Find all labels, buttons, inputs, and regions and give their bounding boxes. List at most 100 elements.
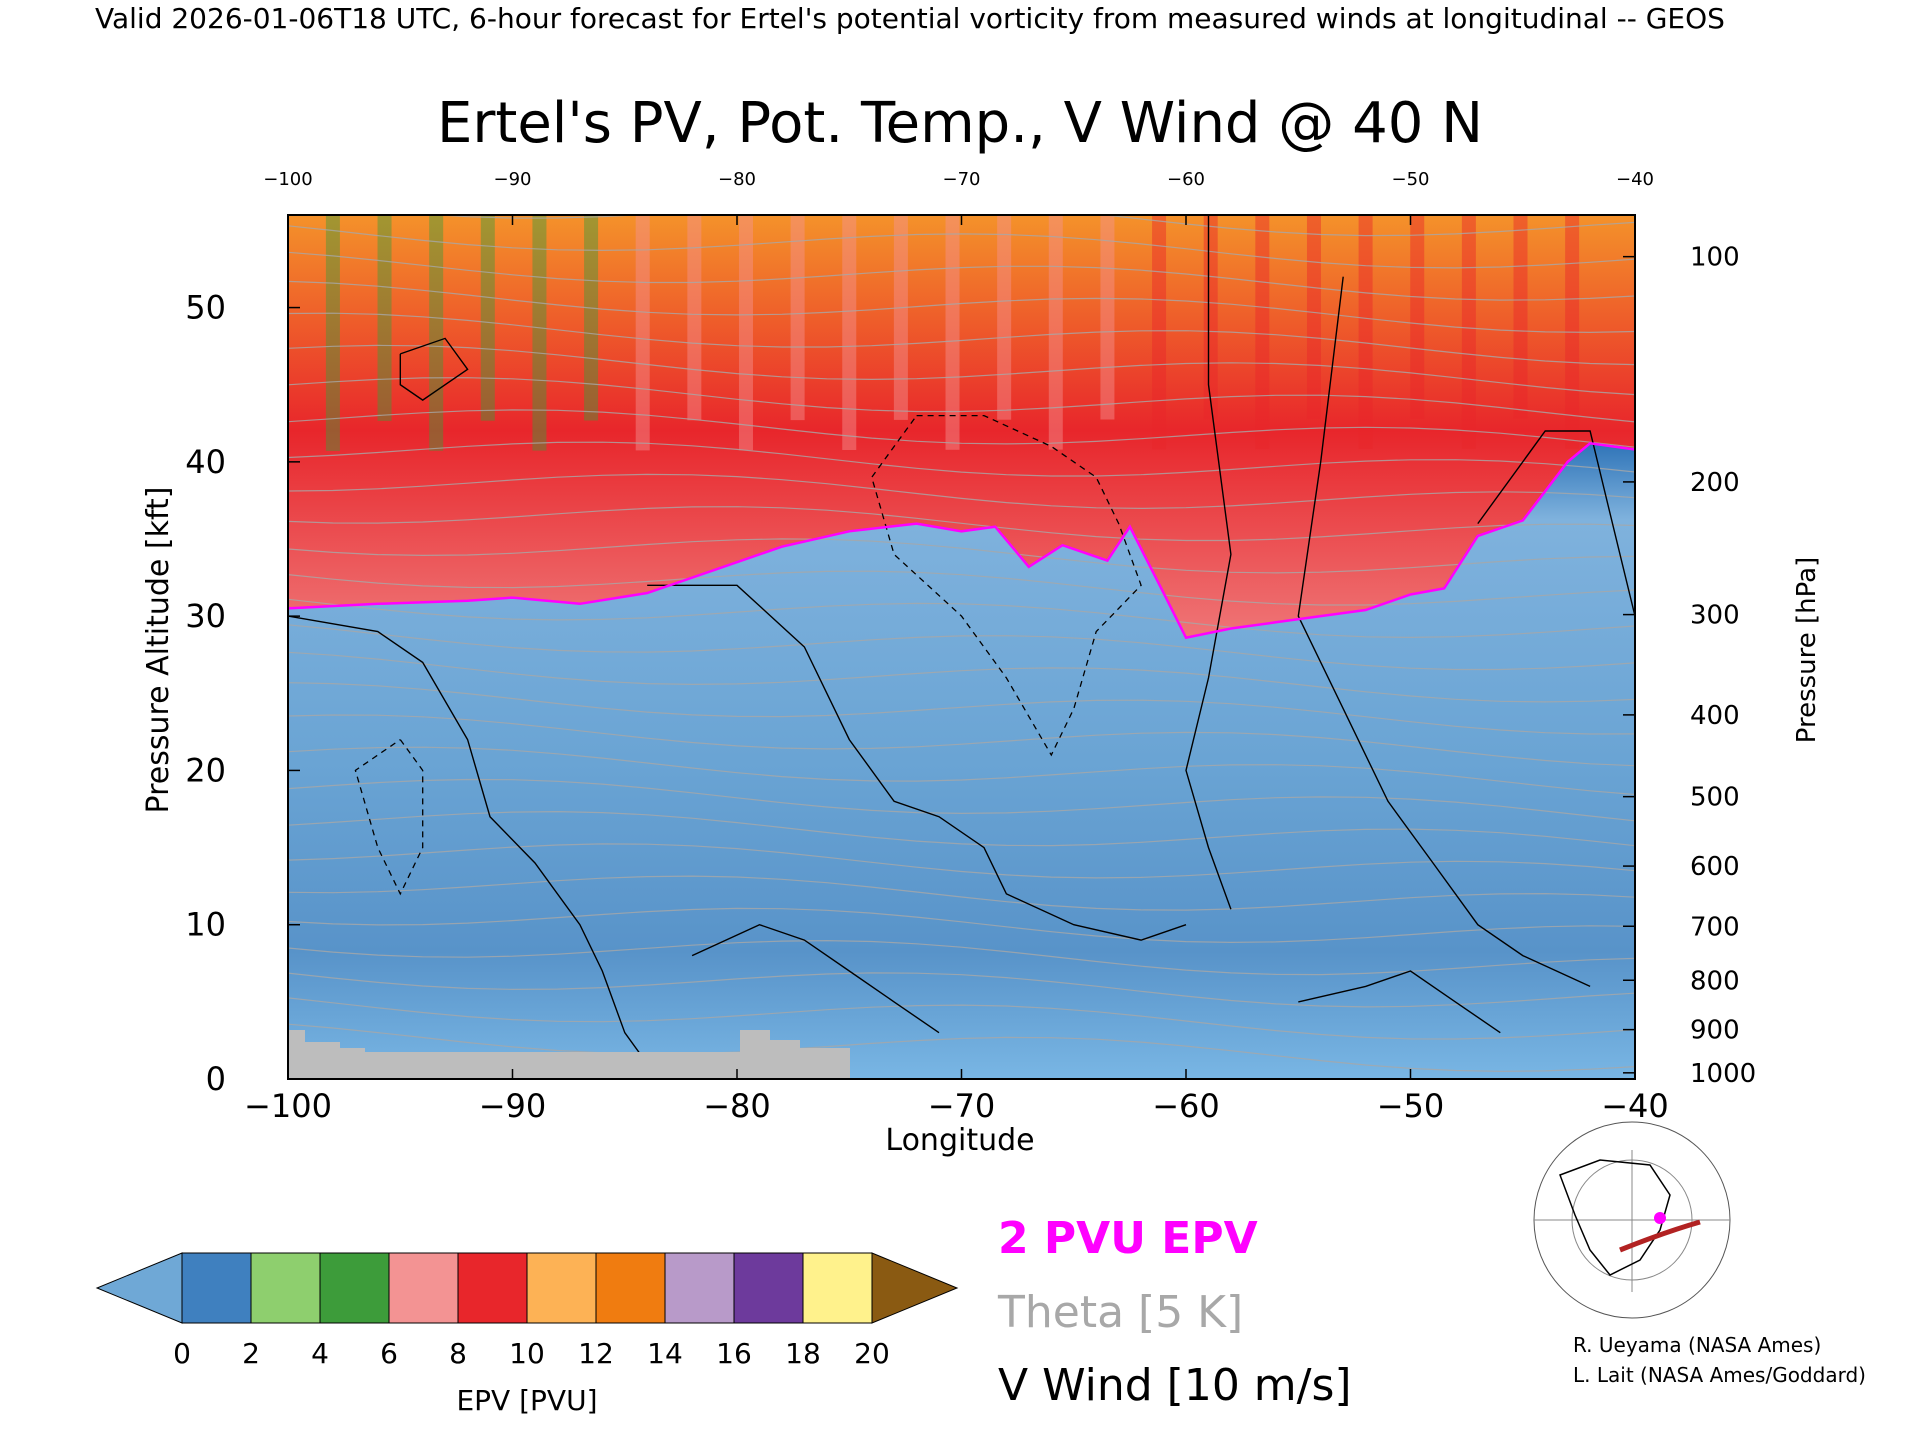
colorbar-tick-label: 16 (716, 1337, 752, 1370)
theta-contour (288, 598, 1635, 639)
pv-streak (1306, 215, 1321, 420)
pressure-tick-label: 300 (1690, 601, 1740, 631)
pv-streak (1152, 215, 1167, 450)
v-wind-contour (288, 615, 648, 1065)
pv-streak (377, 215, 392, 421)
x-tick-label: −90 (479, 1087, 547, 1125)
theta-contours (288, 215, 1635, 1073)
colorbar-low-arrow (95, 1252, 183, 1324)
v-wind-contour (1298, 970, 1501, 1034)
legend-wind: V Wind [10 m/s] (998, 1360, 1352, 1411)
x-tick-label: −40 (1601, 1087, 1669, 1125)
colorbar-tick-label: 14 (647, 1337, 683, 1370)
x-tick-label: −100 (244, 1087, 332, 1125)
colorbar-tick-label: 0 (173, 1337, 191, 1370)
pv-streak (325, 215, 340, 451)
colorbar-bin (526, 1252, 597, 1324)
pv-2pvu-contour (288, 441, 1635, 640)
valid-line: Valid 2026-01-06T18 UTC, 6-hour forecast… (95, 2, 1725, 35)
theta-contour (288, 506, 1635, 542)
pressure-tick-label: 100 (1690, 243, 1740, 273)
theta-contour (288, 441, 1635, 477)
theta-contour (288, 344, 1635, 396)
pressure-tick-label: 900 (1690, 1016, 1740, 1046)
colorbar-bin (802, 1252, 873, 1324)
pressure-tick-label: 400 (1690, 701, 1740, 731)
colorbar-high-arrow (871, 1252, 959, 1324)
colorbar-tick-label: 6 (380, 1337, 398, 1370)
pv-streak (1100, 215, 1115, 420)
plot-area (288, 215, 1635, 1079)
x-tick-label: −60 (1152, 1087, 1220, 1125)
y-tick-label: 20 (185, 751, 226, 789)
theta-contour (288, 843, 1635, 879)
theta-contour (288, 377, 1635, 423)
locator-map (1533, 1121, 1731, 1319)
theta-contour (288, 312, 1635, 366)
colorbar-tick-label: 4 (311, 1337, 329, 1370)
colorbar-bin (388, 1252, 459, 1324)
pressure-tick-label: 500 (1690, 783, 1740, 813)
theta-contour (288, 409, 1635, 448)
colorbar-bin (319, 1252, 390, 1324)
colorbar-tick-label: 20 (854, 1337, 890, 1370)
pv-streak (997, 215, 1012, 420)
pv-streak (1513, 215, 1528, 419)
v-wind-contour-negative (354, 739, 424, 896)
stratospheric-pv-streaks (325, 215, 1580, 451)
pv-streak (738, 215, 753, 451)
theta-contour (288, 538, 1635, 574)
colorbar-bin (733, 1252, 804, 1324)
theta-contour (288, 280, 1635, 334)
pv-streak (1410, 215, 1425, 419)
y-tick-label: 50 (185, 289, 226, 327)
pv-streak (1255, 215, 1270, 450)
theta-contour (288, 997, 1635, 1040)
pv-streak (1203, 215, 1218, 420)
pv-streak (893, 215, 908, 420)
theta-contour (288, 473, 1635, 510)
colorbar-bin (250, 1252, 321, 1324)
credit-line-2: L. Lait (NASA Ames/Goddard) (1573, 1363, 1866, 1387)
theta-contour (288, 624, 1635, 671)
pressure-tick-label: 1000 (1690, 1059, 1756, 1089)
pressure-tick-label: 200 (1690, 468, 1740, 498)
theta-contour (288, 714, 1635, 767)
y-axis-right: 1000 900 800 700 600 500 400 300 200 100 (1623, 243, 1756, 1089)
theta-contour (288, 251, 1635, 301)
x-top-tick-label: −40 (1616, 169, 1654, 190)
theta-contour (288, 972, 1635, 1008)
pv-streak (842, 215, 857, 450)
pv-streak (429, 215, 444, 451)
theta-contour (288, 875, 1635, 911)
colorbar-bin (595, 1252, 666, 1324)
chart-title: Ertel's PV, Pot. Temp., V Wind @ 40 N (437, 91, 1483, 156)
x-axis-label: Longitude (885, 1123, 1034, 1158)
v-wind-contour (1185, 215, 1232, 910)
x-tick-label: −70 (928, 1087, 996, 1125)
theta-contour (288, 810, 1635, 847)
colorbar-tick-label: 10 (509, 1337, 545, 1370)
pv-streak (1048, 215, 1063, 450)
troposphere-field (288, 443, 1635, 1079)
v-wind-contour (399, 337, 469, 401)
theta-contour (288, 570, 1635, 606)
y-tick-label: 30 (185, 597, 226, 635)
pv-streak (532, 215, 547, 451)
y-tick-label: 40 (185, 443, 226, 481)
pv-streak (687, 215, 702, 421)
theta-contour (288, 225, 1635, 269)
x-top-tick-label: −100 (263, 169, 312, 190)
colorbar-bin (457, 1252, 528, 1324)
y-axis-right-label: Pressure [hPa] (1792, 557, 1822, 744)
credit-line-1: R. Ueyama (NASA Ames) (1573, 1333, 1821, 1357)
theta-contour (288, 682, 1635, 735)
x-top-tick-label: −90 (494, 169, 532, 190)
v-wind-contour (647, 584, 1187, 941)
theta-contour (288, 1023, 1635, 1073)
theta-contour (288, 746, 1635, 796)
y-axis-left-label: Pressure Altitude [kft] (141, 487, 176, 814)
v-wind-contour (1297, 276, 1591, 988)
pressure-tick-label: 800 (1690, 966, 1740, 996)
pressure-tick-label: 700 (1690, 912, 1740, 942)
